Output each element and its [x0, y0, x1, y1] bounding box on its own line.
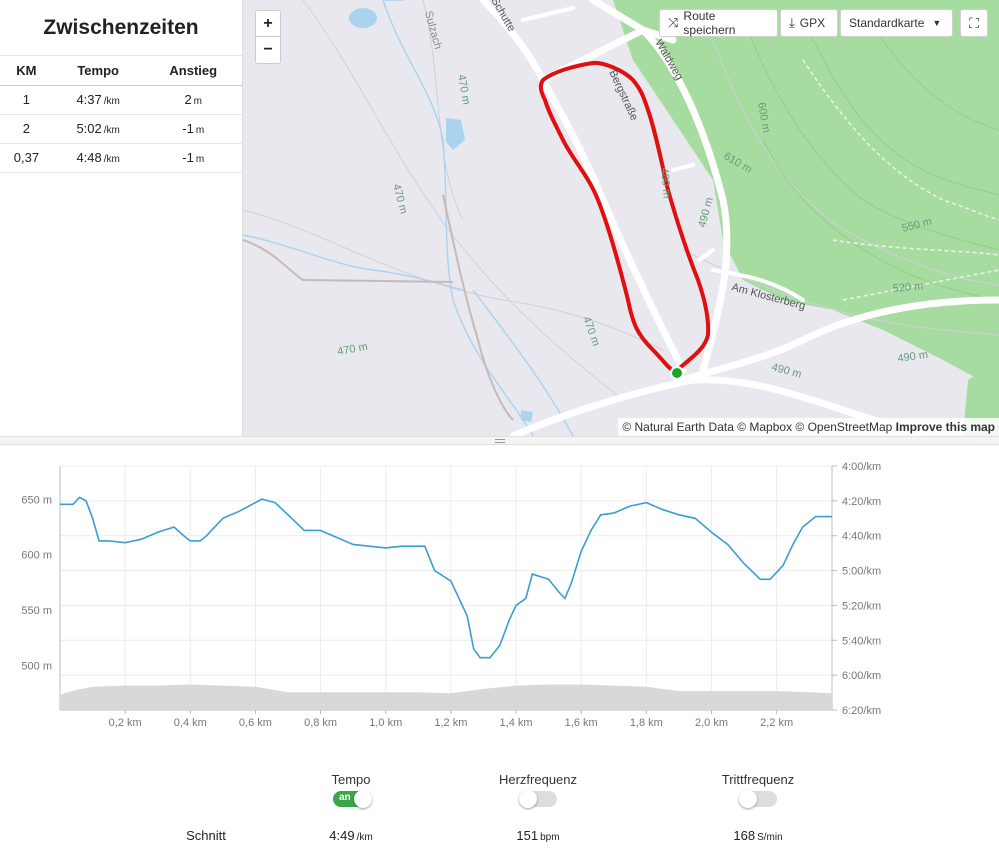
split-tempo: 5:02/km — [52, 114, 144, 144]
tempo-title: Tempo — [331, 772, 371, 787]
right-tick-label: 6:20/km — [842, 705, 881, 717]
tempo-toggle[interactable]: an — [333, 790, 372, 808]
trittfrequenz-title: Trittfrequenz — [721, 772, 795, 787]
split-km: 1 — [0, 85, 53, 115]
right-tick-label: 5:20/km — [842, 600, 881, 612]
table-row: 0,37 4:48/km -1 m — [0, 143, 243, 173]
herzfrequenz-toggle[interactable] — [519, 790, 557, 808]
map-label: 470 m — [580, 315, 602, 348]
right-axis: 4:00/km 4:20/km 4:40/km 5:00/km 5:20/km 5:40/… — [832, 461, 881, 717]
avg-tempo-value: 4:49/km — [329, 828, 373, 843]
col-anstieg: Anstieg — [143, 56, 243, 86]
split-km: 2 — [0, 114, 53, 144]
grip-icon — [494, 438, 505, 443]
x-tick-label: 1,8 km — [630, 717, 663, 729]
download-icon: ⤓ — [789, 15, 795, 30]
panel-resize-handle[interactable] — [0, 436, 999, 445]
x-axis: 0,2 km 0,4 km 0,6 km 0,8 km 1,0 km 1,2 km 1,4 … — [109, 710, 793, 729]
x-tick-label: 1,4 km — [500, 717, 533, 729]
zoom-control: + − — [255, 10, 281, 64]
right-tick-label: 5:00/km — [842, 566, 881, 578]
right-tick-label: 4:00/km — [842, 461, 881, 473]
map-label: 470 m — [390, 183, 410, 216]
fullscreen-button[interactable]: ⛶ — [960, 9, 988, 37]
zoom-in-button[interactable]: + — [256, 11, 280, 37]
chart-grid — [59, 465, 833, 711]
right-tick-label: 4:20/km — [842, 496, 881, 508]
map-label: Sulzach — [422, 10, 444, 51]
x-tick-label: 2,0 km — [695, 717, 728, 729]
table-row: 2 5:02/km -1 m — [0, 114, 243, 144]
trittfrequenz-toggle[interactable] — [739, 790, 777, 808]
map-label: 600 m — [755, 101, 772, 133]
split-tempo: 4:48/km — [52, 143, 144, 173]
split-anstieg: -1 m — [143, 114, 243, 144]
route-icon: ⤨ — [668, 15, 679, 30]
map-attribution: © Natural Earth Data © Mapbox © OpenStre… — [618, 418, 999, 436]
avg-heart-rate-value: 151 bpm — [516, 828, 560, 843]
left-tick-label: 600 m — [21, 550, 52, 562]
map-label: 480 m — [658, 167, 673, 199]
right-tick-label: 5:40/km — [842, 635, 881, 647]
map-label: 520 m — [892, 280, 924, 295]
x-tick-label: 1,2 km — [434, 717, 467, 729]
save-route-button[interactable]: ⤨ Route speichern — [659, 9, 778, 37]
gpx-download-button[interactable]: ⤓ GPX — [780, 9, 838, 37]
series-tempo-line — [60, 496, 832, 659]
map-label: 490 m — [897, 349, 929, 365]
map-label: 470 m — [336, 341, 368, 358]
caret-down-icon: ▼ — [932, 18, 942, 28]
schnitt-label: Schnitt — [186, 828, 226, 843]
map-label: Bergstraße — [606, 68, 640, 122]
x-tick-label: 1,0 km — [369, 717, 402, 729]
map-label: Schutte — [488, 0, 517, 34]
route-line — [538, 60, 711, 374]
herzfrequenz-title: Herzfrequenz — [498, 772, 578, 787]
right-tick-label: 4:40/km — [842, 531, 881, 543]
x-tick-label: 0,6 km — [239, 717, 272, 729]
elevation-pace-chart[interactable]: 650 m 600 m 550 m 500 m 4:00/km 4:20/km 4:40/… — [0, 446, 999, 736]
left-axis: 650 m 600 m 550 m 500 m — [21, 494, 52, 672]
right-tick-label: 6:00/km — [842, 670, 881, 682]
forest-area — [613, 0, 999, 390]
zoom-out-button[interactable]: − — [263, 41, 273, 58]
split-anstieg: -1 m — [143, 143, 243, 173]
map-label: 490 m — [696, 196, 716, 229]
split-km: 0,37 — [0, 143, 53, 173]
left-tick-label: 550 m — [21, 605, 52, 617]
map-label: 490 m — [770, 361, 803, 381]
x-tick-label: 2,2 km — [760, 717, 793, 729]
improve-map-link[interactable]: Improve this map — [895, 420, 995, 434]
split-tempo: 4:37/km — [52, 85, 144, 115]
x-tick-label: 1,6 km — [565, 717, 598, 729]
pond — [349, 8, 377, 28]
col-km: KM — [0, 56, 53, 86]
splits-title: Zwischenzeiten — [0, 0, 242, 56]
x-tick-label: 0,2 km — [109, 717, 142, 729]
left-tick-label: 650 m — [21, 494, 52, 506]
pond — [446, 118, 465, 150]
fullscreen-icon: ⛶ — [969, 14, 979, 31]
left-tick-label: 500 m — [21, 661, 52, 673]
map-canvas[interactable]: Sulzach Waldweg Am Klosterberg Bergstraß… — [243, 0, 999, 436]
splits-panel: Zwischenzeiten KM Tempo Anstieg 1 4:37/k… — [0, 0, 243, 436]
start-marker — [670, 366, 684, 380]
series-elevation-area — [60, 684, 832, 710]
forest-area-small — [963, 360, 999, 436]
route-map[interactable]: Sulzach Waldweg Am Klosterberg Bergstraß… — [243, 0, 999, 436]
avg-cadence-value: 168 S/min — [733, 828, 783, 843]
pond — [521, 410, 533, 422]
attribution-links[interactable]: © Natural Earth Data © Mapbox © OpenStre… — [622, 420, 893, 434]
col-tempo: Tempo — [52, 56, 144, 86]
map-style-dropdown[interactable]: Standardkarte ▼ — [840, 9, 953, 37]
x-tick-label: 0,8 km — [304, 717, 337, 729]
map-label: 470 m — [455, 73, 472, 105]
x-tick-label: 0,4 km — [174, 717, 207, 729]
